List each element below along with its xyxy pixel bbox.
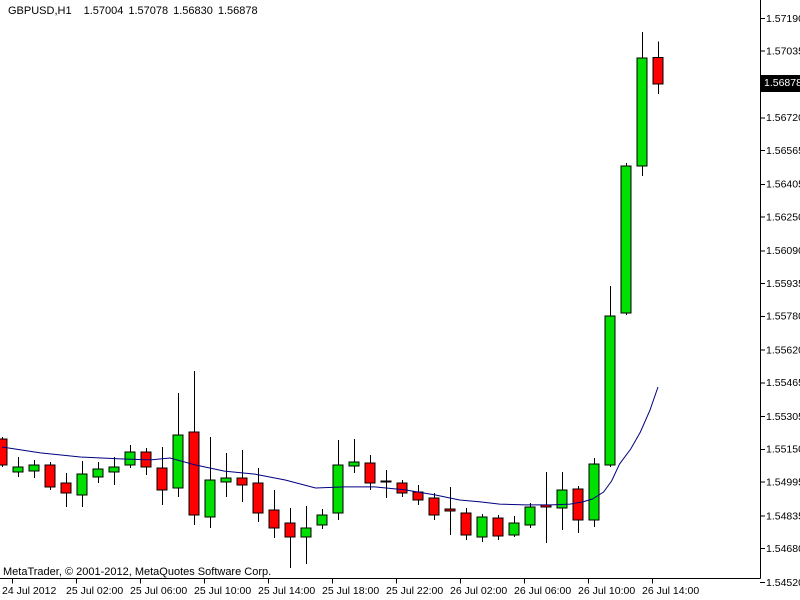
quote-low: 1.56830 xyxy=(173,5,213,17)
symbol-timeframe-label: GBPUSD,H1 xyxy=(8,5,72,17)
price-axis-label: 1.57190 xyxy=(766,13,800,25)
candle-body xyxy=(652,56,664,85)
candle-body xyxy=(12,466,24,473)
candle-body xyxy=(28,464,40,472)
candle-body xyxy=(444,508,456,512)
price-axis-label: 1.55465 xyxy=(766,377,800,389)
candle-body xyxy=(396,482,408,494)
time-axis-label: 26 Jul 14:00 xyxy=(642,585,699,597)
candle-body xyxy=(156,467,168,491)
price-axis-label: 1.54680 xyxy=(766,543,800,555)
copyright-text: MetaTrader, © 2001-2012, MetaQuotes Soft… xyxy=(3,566,272,578)
price-axis-label: 1.55780 xyxy=(766,311,800,323)
candle-body xyxy=(620,165,632,314)
time-axis-label: 25 Jul 18:00 xyxy=(322,585,379,597)
quote-close: 1.56878 xyxy=(217,5,258,17)
quote-high: 1.57078 xyxy=(128,5,169,17)
time-axis-label: 25 Jul 22:00 xyxy=(386,585,443,597)
candle-body xyxy=(204,479,216,518)
candle-body xyxy=(604,315,616,466)
time-axis-label: 24 Jul 2012 xyxy=(2,585,56,597)
price-axis-label: 1.54995 xyxy=(766,477,800,489)
candle-body xyxy=(60,482,72,494)
candle-body xyxy=(316,514,328,526)
candle-body xyxy=(108,466,120,473)
price-axis-label: 1.57035 xyxy=(766,46,800,58)
time-axis-label: 26 Jul 06:00 xyxy=(514,585,571,597)
candle-body xyxy=(412,491,424,501)
time-axis-label: 26 Jul 10:00 xyxy=(578,585,635,597)
price-axis-label: 1.55150 xyxy=(766,444,800,456)
candle-body xyxy=(124,451,136,466)
time-axis-label: 25 Jul 14:00 xyxy=(258,585,315,597)
price-axis-label: 1.56565 xyxy=(766,145,800,157)
price-axis-label: 1.54520 xyxy=(766,577,800,589)
candle-body xyxy=(0,438,8,466)
candle-body xyxy=(252,482,264,514)
price-axis-label: 1.55305 xyxy=(766,411,800,423)
candle-body xyxy=(236,477,248,486)
time-axis-label: 26 Jul 02:00 xyxy=(450,585,507,597)
candle-body xyxy=(284,522,296,538)
candle-body xyxy=(556,489,568,509)
price-axis-label: 1.55620 xyxy=(766,344,800,356)
current-price-label: 1.56878 xyxy=(764,77,800,89)
candle-body xyxy=(348,461,360,467)
moving-average-line xyxy=(1,386,659,506)
candle-body xyxy=(92,468,104,478)
candle-body xyxy=(588,463,600,521)
price-axis-label: 1.56090 xyxy=(766,245,800,257)
price-axis-label: 1.56405 xyxy=(766,179,800,191)
candle-body xyxy=(476,516,488,538)
time-axis-label: 25 Jul 02:00 xyxy=(66,585,123,597)
current-price-box: 1.56878 xyxy=(760,75,800,92)
candle-body xyxy=(524,506,536,526)
time-axis-label: 25 Jul 10:00 xyxy=(194,585,251,597)
candle-body xyxy=(380,480,392,483)
price-axis-label: 1.55935 xyxy=(766,278,800,290)
candle-body xyxy=(428,497,440,516)
chart-ohlc-header: GBPUSD,H1 1.57004 1.57078 1.56830 1.56878 xyxy=(8,5,263,17)
quote-open: 1.57004 xyxy=(83,5,124,17)
time-axis-label: 25 Jul 06:00 xyxy=(130,585,187,597)
candle-body xyxy=(572,488,584,521)
candle-body xyxy=(508,522,520,536)
candle-body xyxy=(492,517,504,537)
price-axis-label: 1.54835 xyxy=(766,510,800,522)
candle-body xyxy=(44,464,56,488)
candle-body xyxy=(188,431,200,516)
candle-body xyxy=(364,462,376,484)
candle-body xyxy=(636,57,648,167)
candle-body xyxy=(76,473,88,496)
candle-body xyxy=(460,512,472,536)
price-axis-label: 1.56250 xyxy=(766,211,800,223)
candle-body xyxy=(268,509,280,529)
candle-body xyxy=(332,464,344,514)
price-axis-label: 1.56720 xyxy=(766,112,800,124)
candle-body xyxy=(220,477,232,483)
candle-body xyxy=(300,527,312,538)
